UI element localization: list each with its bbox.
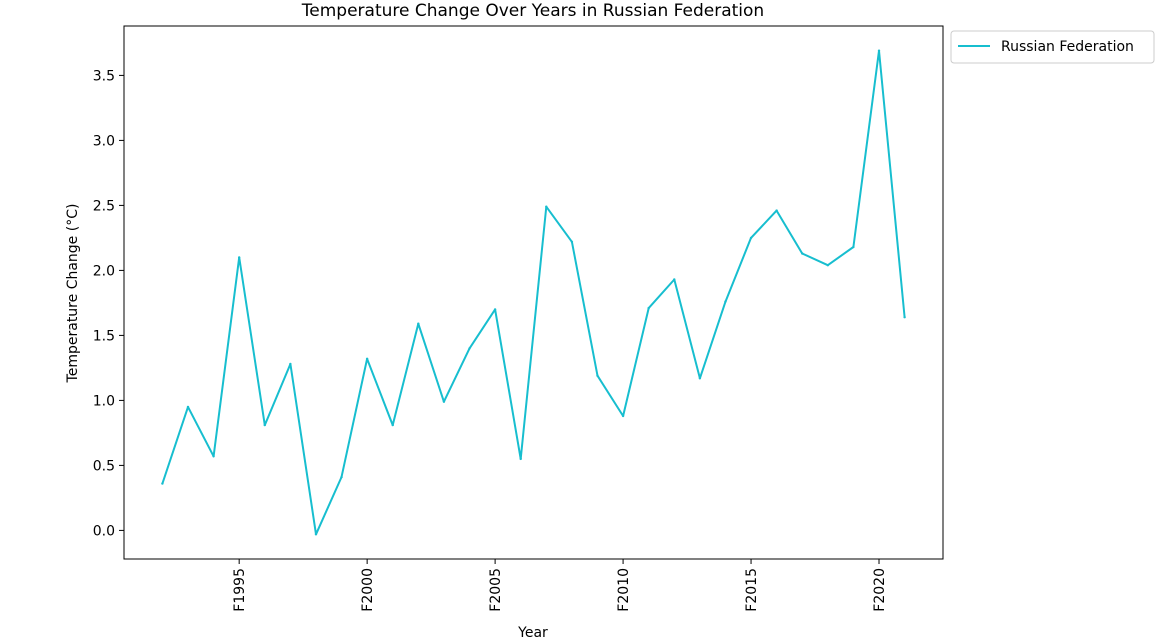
y-axis-title: Temperature Change (°C) (65, 204, 81, 384)
chart-title: Temperature Change Over Years in Russian… (301, 1, 764, 21)
data-point (596, 374, 599, 377)
data-point (442, 400, 446, 403)
data-point (749, 236, 753, 240)
data-point (391, 423, 394, 427)
data-point (519, 457, 522, 461)
data-point (493, 308, 497, 311)
x-tick-label: F1995 (232, 568, 248, 612)
y-tick-label: 3.0 (93, 133, 115, 149)
data-point (545, 205, 548, 208)
data-point (186, 405, 190, 409)
y-axis: 0.0 0.5 1.0 1.5 2.0 2.5 3.0 3.5 (93, 68, 124, 539)
data-point (852, 245, 855, 249)
data-point (263, 423, 266, 427)
y-tick-label: 0.0 (93, 523, 115, 539)
data-point (801, 252, 804, 255)
y-tick-label: 2.0 (93, 263, 115, 279)
data-point (826, 264, 830, 267)
data-point (289, 362, 292, 366)
data-point (365, 357, 369, 360)
x-tick-label: F2020 (872, 568, 888, 612)
legend-label: Russian Federation (1001, 39, 1134, 55)
y-tick-label: 3.5 (93, 68, 115, 84)
data-point (877, 49, 881, 52)
x-tick-label: F2000 (360, 568, 376, 612)
legend-box (950, 30, 1155, 64)
y-tick-label: 1.5 (93, 328, 115, 344)
y-tick-label: 0.5 (93, 458, 115, 474)
x-tick-label: F2015 (744, 568, 760, 612)
data-point (724, 300, 727, 303)
data-point (161, 482, 164, 485)
data-point (570, 240, 574, 243)
data-point (340, 475, 343, 479)
data-point (468, 347, 471, 350)
data-point (212, 455, 215, 458)
x-axis: F1995 F2000 F2005 F2010 F2015 F2020 (232, 559, 888, 612)
data-point (621, 414, 625, 418)
data-point (647, 306, 650, 310)
x-axis-title: Year (517, 625, 548, 641)
data-point (673, 278, 676, 281)
data-point (314, 533, 318, 536)
x-tick-label: F2010 (616, 568, 632, 612)
data-point (417, 322, 420, 325)
data-point (775, 209, 778, 212)
plot-area-frame (123, 25, 944, 560)
data-point (237, 256, 241, 259)
series-layer (161, 49, 906, 536)
data-point (903, 316, 906, 319)
y-tick-label: 1.0 (93, 393, 115, 409)
data-point (698, 377, 702, 380)
series-line (161, 49, 906, 536)
legend: Russian Federation (950, 30, 1155, 64)
y-tick-label: 2.5 (93, 198, 115, 214)
x-tick-label: F2005 (488, 568, 504, 612)
